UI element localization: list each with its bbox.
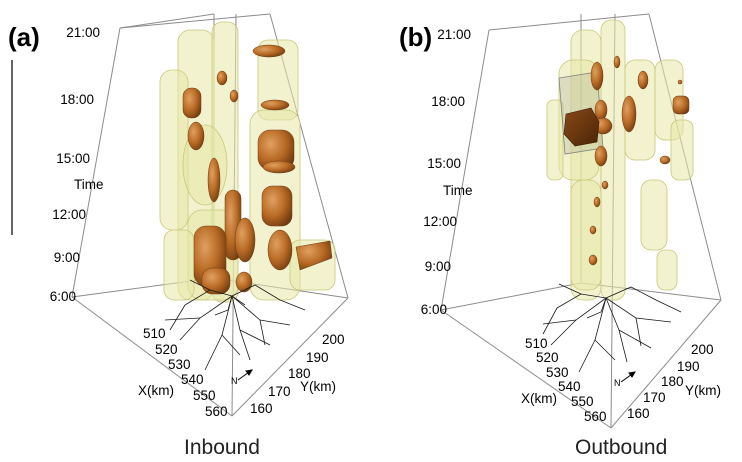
y-tick: 160 (250, 401, 273, 416)
y-tick: 200 (691, 342, 714, 357)
x-tick: 560 (205, 404, 228, 419)
x-axis-title: X(km) (521, 391, 557, 406)
y-tick: 160 (627, 406, 650, 421)
road-network (542, 283, 682, 373)
core-volumes (182, 44, 333, 295)
x-tick: 530 (168, 357, 191, 372)
panel-label: (a) (8, 22, 40, 52)
y-tick: 190 (677, 359, 700, 374)
road-network (164, 279, 306, 371)
time-tick: 18:00 (431, 94, 465, 109)
x-tick: 550 (193, 388, 216, 403)
core-volumes (588, 55, 671, 266)
panel-caption: Inbound (184, 436, 260, 459)
time-tick: 12:00 (423, 214, 457, 229)
y-tick: 170 (268, 384, 291, 399)
y-tick: 180 (288, 366, 311, 381)
x-tick: 530 (546, 365, 569, 380)
core-volumes-right (672, 79, 690, 115)
space-time-cube-outbound (440, 13, 722, 429)
time-tick: 9:00 (424, 259, 451, 274)
north-arrow-label: N (614, 378, 621, 388)
north-arrow-icon (237, 369, 253, 381)
time-tick: 12:00 (52, 207, 86, 222)
x-tick: 520 (155, 342, 178, 357)
time-tick: 6:00 (49, 289, 76, 304)
x-axis-title: X(km) (138, 383, 174, 398)
north-arrow-icon (620, 371, 636, 383)
x-tick: 520 (536, 350, 559, 365)
large-core-volume (563, 107, 600, 147)
time-tick: 21:00 (437, 27, 471, 42)
y-tick: 200 (322, 332, 345, 347)
x-tick: 510 (143, 326, 166, 341)
x-tick: 540 (558, 379, 581, 394)
time-axis-title: Time (74, 177, 104, 192)
time-tick: 6:00 (420, 302, 447, 317)
x-tick: 540 (181, 372, 204, 387)
time-tick: 9:00 (53, 250, 80, 265)
time-tick: 18:00 (60, 92, 94, 107)
time-tick: 21:00 (66, 25, 100, 40)
y-tick: 180 (661, 374, 684, 389)
x-tick: 550 (571, 394, 594, 409)
time-tick: 15:00 (427, 156, 461, 171)
time-tick: 15:00 (56, 151, 90, 166)
north-arrow-label: N (231, 376, 238, 386)
panel-inbound: (a) Inbound 21:00 18:00 15:00 Time 12:00… (8, 13, 349, 459)
y-tick: 190 (306, 350, 329, 365)
y-axis-title: Y(km) (685, 383, 721, 398)
x-tick: 560 (584, 409, 607, 424)
panel-label: (b) (399, 22, 433, 52)
space-time-cube-inbound (11, 13, 349, 417)
time-axis-title: Time (443, 183, 473, 198)
y-tick: 170 (643, 390, 666, 405)
x-tick: 510 (525, 336, 548, 351)
panel-caption: Outbound (575, 436, 668, 459)
y-axis-title: Y(km) (300, 379, 336, 394)
panel-outbound: (b) Outbound 21:00 18:00 15:00 Time 12:0… (371, 0, 742, 462)
